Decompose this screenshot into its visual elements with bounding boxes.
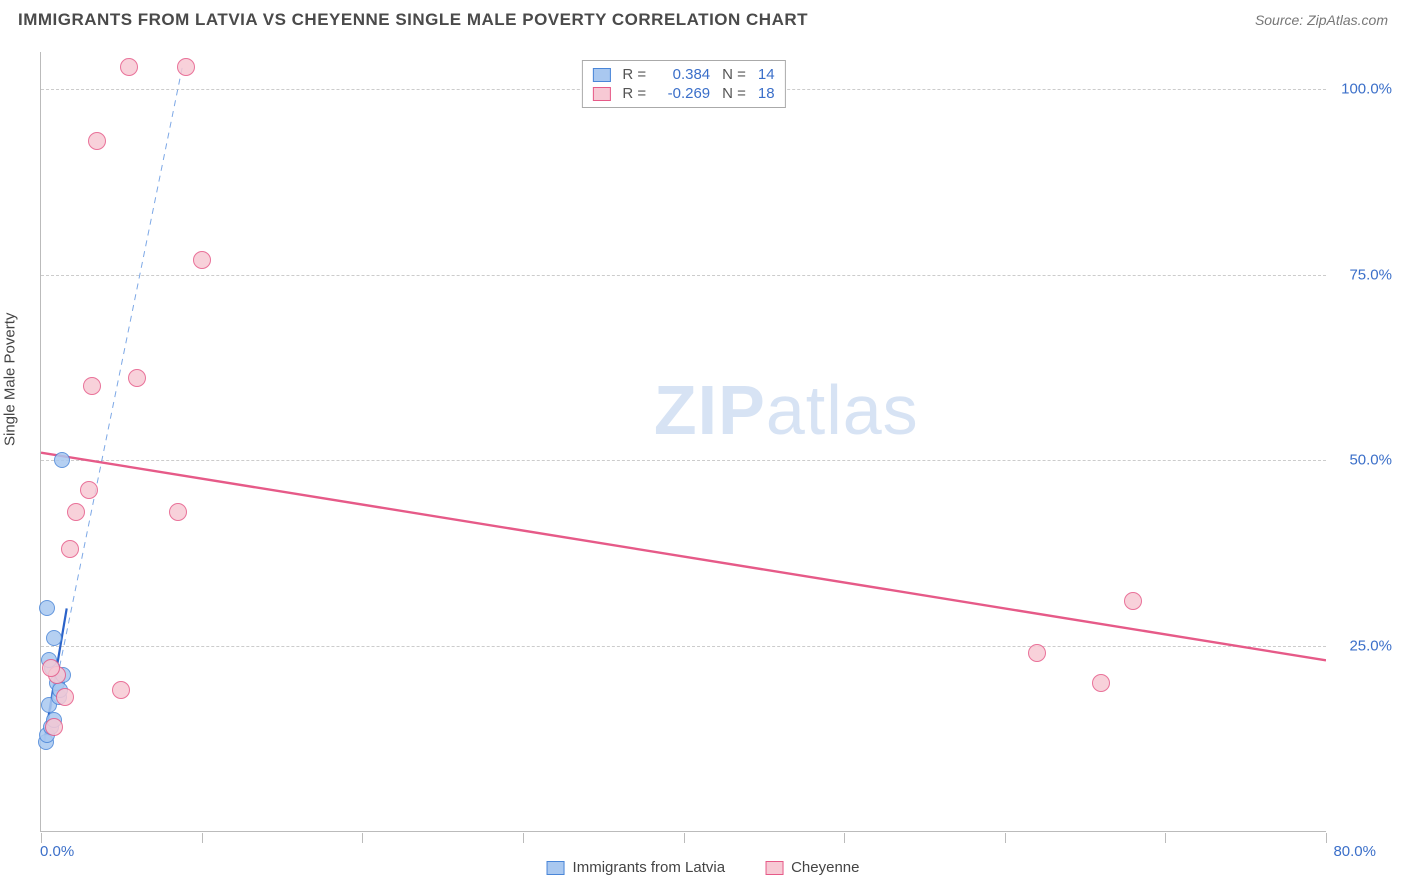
y-tick-label: 100.0%	[1341, 81, 1392, 98]
latvia-point	[46, 630, 62, 646]
y-tick-label: 50.0%	[1349, 452, 1392, 469]
r-value: -0.269	[658, 85, 710, 102]
r-value: 0.384	[658, 66, 710, 83]
latvia-point	[54, 452, 70, 468]
y-tick-label: 25.0%	[1349, 637, 1392, 654]
cheyenne-point	[1028, 644, 1046, 662]
x-tick	[1326, 833, 1327, 843]
y-axis-label: Single Male Poverty	[2, 313, 19, 446]
cheyenne-point	[1124, 592, 1142, 610]
legend-item-latvia: Immigrants from Latvia	[547, 859, 726, 876]
cheyenne-point	[67, 503, 85, 521]
cheyenne-point	[61, 540, 79, 558]
cheyenne-point	[193, 251, 211, 269]
legend-row-latvia: R = 0.384 N = 14	[592, 65, 774, 84]
legend-item-cheyenne: Cheyenne	[765, 859, 859, 876]
cheyenne-point	[42, 659, 60, 677]
chart-area: ZIPatlas 25.0%50.0%75.0%100.0% R =0.384N…	[40, 52, 1326, 832]
correlation-legend: R = 0.384 N = 14 R = -0.269 N = 18	[581, 60, 785, 108]
swatch-cheyenne	[765, 861, 783, 875]
n-value: 14	[758, 66, 775, 83]
series-legend: Immigrants from Latvia Cheyenne	[547, 859, 860, 876]
x-tick	[523, 833, 524, 843]
n-label: N =	[722, 66, 746, 83]
n-value: 18	[758, 85, 775, 102]
x-tick	[684, 833, 685, 843]
source-label: Source: ZipAtlas.com	[1255, 12, 1388, 28]
y-tick-label: 75.0%	[1349, 266, 1392, 283]
n-label: N =	[722, 85, 746, 102]
cheyenne-point	[88, 132, 106, 150]
legend-label: Cheyenne	[791, 859, 859, 876]
cheyenne-point	[128, 369, 146, 387]
swatch-latvia	[547, 861, 565, 875]
r-label: R =	[622, 66, 646, 83]
cheyenne-point	[112, 681, 130, 699]
cheyenne-point	[169, 503, 187, 521]
x-tick	[844, 833, 845, 843]
x-tick	[1005, 833, 1006, 843]
x-tick	[1165, 833, 1166, 843]
cheyenne-point	[80, 481, 98, 499]
header-bar: IMMIGRANTS FROM LATVIA VS CHEYENNE SINGL…	[0, 0, 1406, 36]
plot-area: 25.0%50.0%75.0%100.0%	[41, 52, 1326, 831]
latvia-point	[39, 600, 55, 616]
gridline	[41, 646, 1326, 647]
cheyenne-point	[1092, 674, 1110, 692]
r-label: R =	[622, 85, 646, 102]
cheyenne-point	[45, 718, 63, 736]
x-tick-min: 0.0%	[40, 843, 74, 860]
x-tick	[202, 833, 203, 843]
x-tick	[41, 833, 42, 843]
swatch-cheyenne	[592, 87, 610, 101]
legend-label: Immigrants from Latvia	[573, 859, 726, 876]
chart-title: IMMIGRANTS FROM LATVIA VS CHEYENNE SINGL…	[18, 10, 808, 30]
cheyenne-point	[177, 58, 195, 76]
trend-lines-svg	[41, 52, 1326, 831]
x-tick-max: 80.0%	[1333, 843, 1376, 860]
swatch-latvia	[592, 68, 610, 82]
x-tick	[362, 833, 363, 843]
cheyenne-point	[120, 58, 138, 76]
cheyenne-point	[56, 688, 74, 706]
legend-row-cheyenne: R = -0.269 N = 18	[592, 84, 774, 103]
cheyenne-point	[83, 377, 101, 395]
gridline	[41, 275, 1326, 276]
gridline	[41, 460, 1326, 461]
